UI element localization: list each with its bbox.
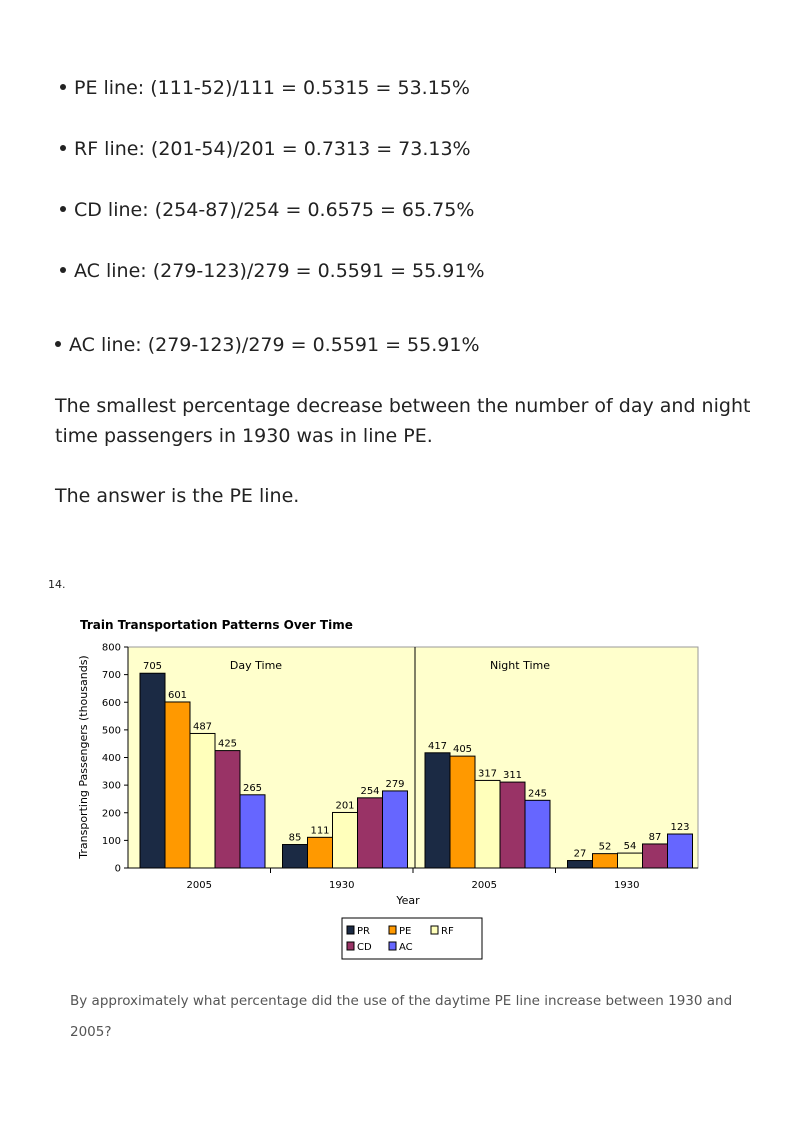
bullet-cd-line: CD line: (254-87)/254 = 0.6575 = 65.75% — [60, 199, 474, 221]
answer-paragraph: The answer is the PE line. — [55, 485, 300, 507]
bullet-dot — [60, 205, 66, 212]
data-label: 417 — [428, 741, 447, 752]
bar-rf — [474, 779, 501, 869]
data-label: 705 — [143, 661, 162, 672]
bar-pr — [567, 860, 593, 869]
data-label: 487 — [193, 721, 212, 732]
data-label: 201 — [335, 800, 354, 811]
bar-pe — [449, 755, 476, 869]
data-label: 317 — [478, 768, 497, 779]
bullet-text: PE line: (111-52)/111 = 0.5315 = 53.15% — [74, 77, 470, 99]
bar-cd — [642, 843, 668, 869]
data-labels: 705 601 487 425 265 85 111 201 254 279 417 405 317 31… — [143, 661, 690, 859]
y-tick-label: 200 — [102, 808, 121, 819]
y-tick-label: 300 — [102, 781, 121, 792]
bar-rf — [189, 732, 216, 869]
data-label: 52 — [599, 842, 612, 853]
data-label: 254 — [360, 786, 379, 797]
data-label: 54 — [624, 841, 637, 852]
bar-ac — [382, 790, 408, 869]
legend-label-cd: CD — [357, 942, 372, 953]
bar-rf — [617, 852, 643, 869]
bullet-text: CD line: (254-87)/254 = 0.6575 = 65.75% — [74, 199, 475, 221]
x-axis-label: Year — [395, 894, 420, 907]
x-tick-label: 2005 — [187, 880, 212, 891]
bar-ac — [239, 794, 266, 869]
y-tick-label: 600 — [102, 698, 121, 709]
legend-label-rf: RF — [441, 926, 454, 937]
data-label: 85 — [289, 833, 302, 844]
bar-pe — [592, 853, 618, 869]
bars — [139, 672, 693, 869]
x-tick-label: 1930 — [614, 880, 639, 891]
data-label: 601 — [168, 690, 187, 701]
y-tick-label: 500 — [102, 725, 121, 736]
legend-items: PR PE RF CD AC — [346, 925, 454, 953]
bar-ac — [524, 799, 551, 869]
legend-label-pe: PE — [399, 926, 411, 937]
data-label: 27 — [574, 849, 587, 860]
legend-label-ac: AC — [399, 942, 413, 953]
bullet-dot — [60, 83, 66, 90]
bar-cd — [214, 750, 241, 869]
bar-cd — [357, 797, 383, 869]
y-tick-label: 100 — [102, 836, 121, 847]
bullet-dot — [55, 340, 61, 347]
conclusion-paragraph: The smallest percentage decrease between… — [55, 395, 751, 447]
y-axis-label: Transporting Passengers (thousands) — [77, 655, 90, 859]
legend-swatch-ac — [388, 941, 397, 951]
bullet-dot — [60, 266, 66, 273]
legend-swatch-pr — [346, 925, 355, 935]
data-label: 245 — [528, 788, 547, 799]
bar-ac — [667, 833, 693, 869]
bar-chart: Train Transportation Patterns Over Time … — [77, 618, 699, 960]
data-label: 265 — [243, 783, 262, 794]
data-label: 87 — [649, 832, 662, 843]
panel-label-night: Night Time — [490, 659, 550, 672]
bar-rf — [332, 811, 358, 869]
bullet-text: AC line: (279-123)/279 = 0.5591 = 55.91% — [69, 334, 480, 356]
x-tick-label: 2005 — [472, 880, 497, 891]
bullet-dot — [60, 144, 66, 151]
question-text: By approximately what percentage did the… — [70, 993, 733, 1040]
y-tick-label: 400 — [102, 753, 121, 764]
y-tick-label: 800 — [102, 643, 121, 654]
y-tick-label: 700 — [102, 670, 121, 681]
bullet-pe-line: PE line: (111-52)/111 = 0.5315 = 53.15% — [60, 77, 470, 99]
data-label: 311 — [503, 770, 522, 781]
bullet-ac-line-repeat: AC line: (279-123)/279 = 0.5591 = 55.91% — [55, 334, 480, 356]
bullet-rf-line: RF line: (201-54)/201 = 0.7313 = 73.13% — [60, 138, 471, 160]
chart-title: Train Transportation Patterns Over Time — [80, 618, 353, 632]
legend: PR PE RF CD AC — [341, 917, 483, 960]
data-label: 111 — [310, 825, 329, 836]
data-label: 405 — [453, 744, 472, 755]
bullet-ac-line: AC line: (279-123)/279 = 0.5591 = 55.91% — [60, 260, 485, 282]
legend-box — [341, 917, 483, 960]
data-label: 279 — [385, 779, 404, 790]
data-label: 123 — [670, 822, 689, 833]
legend-swatch-cd — [346, 941, 355, 951]
y-tick-label: 0 — [115, 864, 121, 875]
bar-pr — [424, 752, 451, 869]
data-label: 425 — [218, 739, 237, 750]
x-tick-label: 1930 — [329, 880, 354, 891]
legend-label-pr: PR — [357, 926, 370, 937]
bullet-text: RF line: (201-54)/201 = 0.7313 = 73.13% — [74, 138, 471, 160]
bullet-text: AC line: (279-123)/279 = 0.5591 = 55.91% — [74, 260, 485, 282]
legend-swatch-pe — [388, 925, 397, 935]
bar-pr — [282, 844, 308, 869]
question-number: 14. — [48, 578, 66, 591]
bar-pr — [139, 672, 166, 869]
bar-pe — [164, 701, 191, 869]
bar-cd — [499, 781, 526, 869]
panel-label-day: Day Time — [230, 659, 282, 672]
bar-pe — [307, 836, 333, 869]
legend-swatch-rf — [430, 925, 439, 935]
